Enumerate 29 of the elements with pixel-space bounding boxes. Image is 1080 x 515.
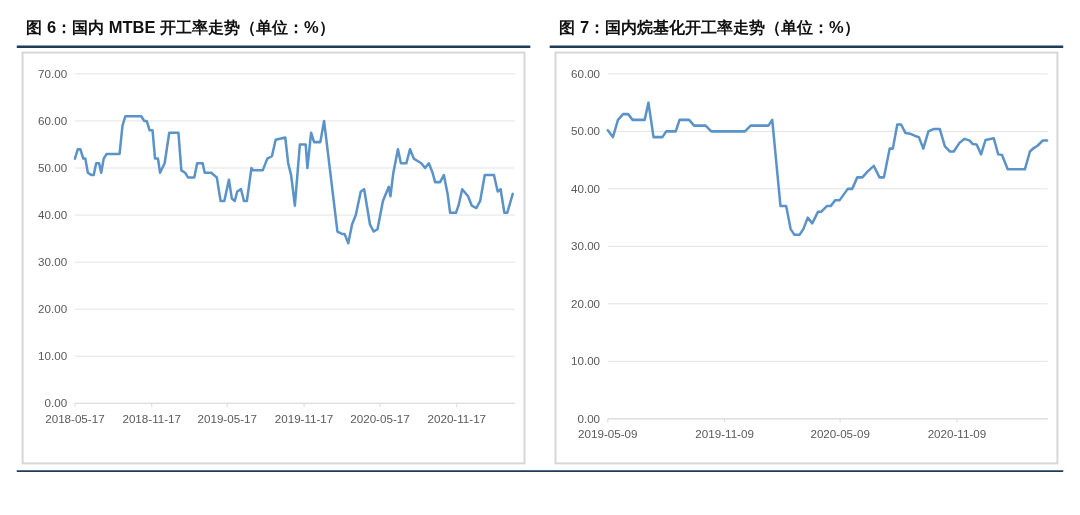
x-tick-label: 2020-11-09 xyxy=(927,427,987,441)
y-tick-label: 50.00 xyxy=(38,161,68,175)
y-tick-label: 40.00 xyxy=(571,181,601,195)
y-tick-label: 0.00 xyxy=(577,411,601,425)
x-tick-label: 2018-11-17 xyxy=(122,411,181,425)
y-tick-label: 60.00 xyxy=(38,114,68,128)
x-tick-label: 2019-05-09 xyxy=(578,427,638,441)
y-tick-label: 40.00 xyxy=(38,208,68,222)
x-tick-label: 2020-05-17 xyxy=(350,411,410,425)
y-tick-label: 30.00 xyxy=(571,239,601,253)
x-tick-label: 2020-05-09 xyxy=(810,427,870,441)
y-tick-label: 20.00 xyxy=(38,302,68,316)
line-series xyxy=(73,114,514,245)
y-tick-label: 70.00 xyxy=(38,66,68,80)
y-tick-label: 10.00 xyxy=(38,349,68,363)
y-tick-label: 10.00 xyxy=(571,354,601,368)
y-tick-label: 0.00 xyxy=(44,396,68,410)
chart-title: 图 7：国内烷基化开工率走势（单位：%） xyxy=(559,18,860,38)
y-tick-label: 30.00 xyxy=(38,255,68,269)
x-tick-label: 2019-05-17 xyxy=(197,411,257,425)
y-tick-label: 20.00 xyxy=(571,296,601,310)
line-series xyxy=(606,101,1049,237)
x-tick-label: 2020-11-17 xyxy=(427,411,487,425)
y-tick-label: 50.00 xyxy=(571,124,601,138)
x-tick-label: 2018-05-17 xyxy=(45,411,105,425)
x-tick-label: 2019-11-09 xyxy=(695,427,754,441)
chart-title: 图 6：国内 MTBE 开工率走势（单位：%） xyxy=(26,18,335,38)
x-tick-label: 2019-11-17 xyxy=(274,411,334,425)
y-tick-label: 60.00 xyxy=(571,66,601,80)
